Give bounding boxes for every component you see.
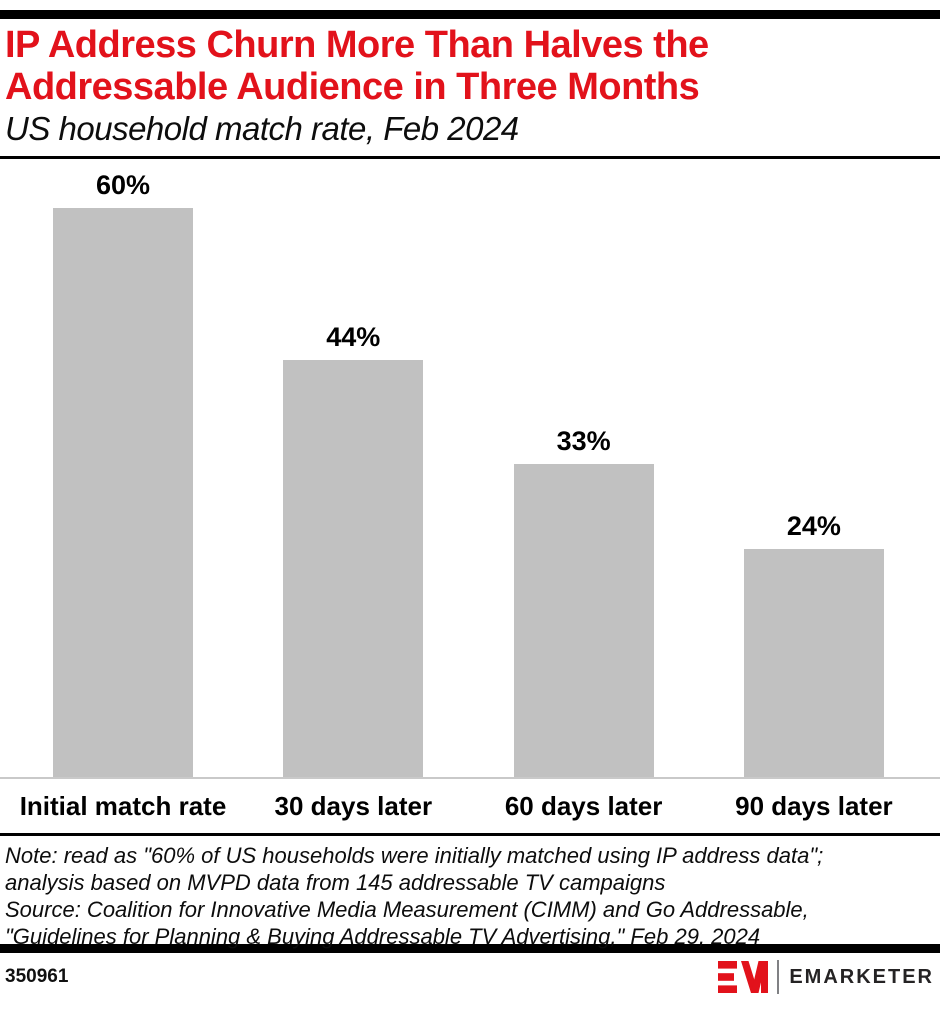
chart-subtitle: US household match rate, Feb 2024 xyxy=(5,110,519,147)
bar-2 xyxy=(283,360,424,777)
bar-3 xyxy=(513,464,654,777)
category-label-2: 30 days later xyxy=(274,791,433,821)
bar-value-label-3: 33% xyxy=(556,426,611,456)
bar-chart-plot: 60% 44% 33% 24% xyxy=(0,159,940,779)
notes-block: Note: read as "60% of US households were… xyxy=(0,836,940,949)
chart-title-line2: Addressable Audience in Three Months xyxy=(5,66,700,108)
axis-divider-rule xyxy=(0,833,940,836)
category-label-4: 90 days later xyxy=(735,791,893,821)
logo-divider xyxy=(777,959,780,994)
bar-1 xyxy=(53,208,193,777)
source-line-1: Source: Coalition for Innovative Media M… xyxy=(5,897,809,922)
note-line-1: Note: read as "60% of US households were… xyxy=(5,843,824,868)
bar-value-label-4: 24% xyxy=(786,511,841,541)
bar-value-label-1: 60% xyxy=(95,170,151,200)
bar-value-label-2: 44% xyxy=(326,322,381,352)
category-axis: Initial match rate 30 days later 60 days l… xyxy=(0,779,940,833)
top-black-bar xyxy=(0,10,940,19)
bottom-black-bar xyxy=(0,944,940,953)
header-divider-rule xyxy=(0,156,940,159)
emarketer-logo: EMARKETER xyxy=(718,959,934,994)
source-line-2: "Guidelines for Planning & Buying Addres… xyxy=(5,924,761,949)
em-monogram-icon xyxy=(718,960,769,993)
brand-name: EMARKETER xyxy=(789,965,934,988)
category-label-3: 60 days later xyxy=(504,791,663,821)
chart-id: 350961 xyxy=(5,965,69,987)
chart-header: IP Address Churn More Than Halves the Add… xyxy=(0,24,940,147)
bar-4 xyxy=(743,549,884,777)
category-label-1: Initial match rate xyxy=(19,791,227,821)
chart-title: IP Address Churn More Than Halves the Add… xyxy=(5,24,785,108)
footer: 350961 EMARKETER xyxy=(0,953,940,1000)
chart-title-line1: IP Address Churn More Than Halves the xyxy=(5,24,709,66)
note-line-2: analysis based on MVPD data from 145 add… xyxy=(5,870,666,895)
